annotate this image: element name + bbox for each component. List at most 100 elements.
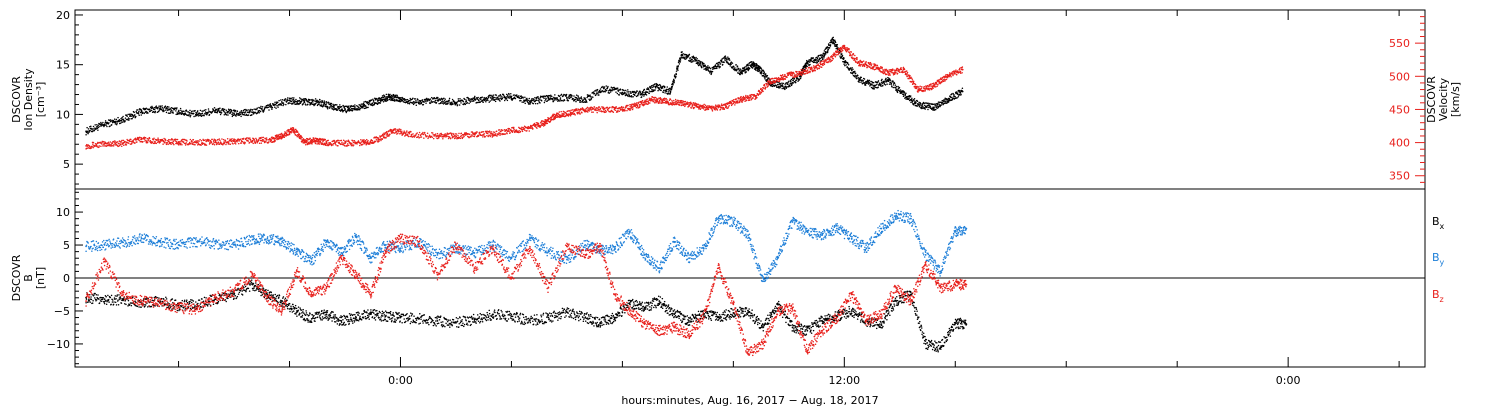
top-series-1-dot	[180, 142, 182, 144]
top-series-0-dot	[855, 77, 858, 80]
top-series-0-dot	[512, 94, 515, 96]
top-series-0-dot	[538, 98, 541, 100]
top-series-1-dot	[313, 137, 315, 140]
top-series-0-dot	[809, 63, 811, 66]
top-series-0-dot	[219, 107, 221, 109]
top-series-1-dot	[343, 145, 346, 147]
top-series-0-dot	[787, 83, 789, 85]
top-series-0-dot	[319, 99, 321, 101]
top-series-0-dot	[448, 97, 451, 100]
top-series-1-dot	[224, 140, 227, 142]
top-series-1-dot	[169, 139, 171, 141]
top-series-0-dot	[123, 119, 125, 121]
top-series-0-dot	[738, 68, 740, 70]
top-series-0-dot	[847, 63, 850, 66]
top-series-0-dot	[739, 68, 742, 70]
top-series-0-dot	[841, 53, 843, 55]
top-series-0-dot	[222, 107, 224, 110]
top-series-0-dot	[790, 78, 793, 81]
top-series-0-dot	[736, 68, 738, 70]
top-series-0-dot	[766, 74, 769, 77]
top-series-0-dot	[394, 98, 396, 101]
top-left-tick-label: 5	[63, 158, 70, 171]
top-series-0-dot	[692, 60, 695, 62]
top-series-0-dot	[775, 85, 778, 87]
top-series-0-dot	[366, 102, 369, 105]
top-series-1-dot	[173, 143, 175, 146]
top-series-1-dot	[441, 133, 443, 136]
top-series-0-dot	[565, 93, 568, 96]
top-series-0-dot	[723, 61, 725, 64]
top-series-0-dot	[533, 98, 535, 101]
top-series-0-dot	[280, 104, 283, 106]
top-series-0-dot	[473, 96, 476, 99]
top-series-1-dot	[363, 139, 365, 141]
top-series-0-dot	[124, 120, 126, 122]
top-series-0-dot	[312, 99, 315, 101]
top-series-0-dot	[225, 114, 228, 116]
top-series-0-dot	[358, 106, 360, 109]
top-series-0-dot	[816, 60, 818, 62]
top-series-0-dot	[96, 127, 99, 129]
top-series-1-dot	[540, 124, 542, 127]
top-series-0-dot	[379, 101, 382, 103]
top-series-0-dot	[618, 94, 621, 96]
top-series-0-dot	[220, 112, 223, 114]
top-series-0-dot	[928, 102, 931, 105]
top-series-0-dot	[396, 95, 399, 97]
top-series-0-dot	[247, 114, 250, 116]
top-series-0-dot	[120, 117, 122, 120]
top-series-0-dot	[539, 96, 542, 99]
top-series-0-dot	[151, 105, 153, 108]
top-series-0-dot	[452, 103, 454, 105]
top-series-1-dot	[427, 137, 429, 140]
top-series-0-dot	[314, 98, 317, 100]
top-series-0-dot	[429, 98, 432, 100]
top-series-1-dot	[195, 140, 197, 142]
top-series-0-dot	[227, 110, 230, 113]
top-series-0-dot	[661, 86, 664, 88]
top-series-1-dot	[615, 106, 618, 108]
top-series-0-dot	[739, 73, 741, 76]
top-series-0-dot	[144, 111, 147, 114]
top-series-0-dot	[137, 109, 139, 111]
top-series-0-dot	[367, 103, 370, 106]
top-series-0-dot	[894, 84, 897, 86]
top-series-0-dot	[724, 55, 727, 57]
top-series-1-dot	[472, 135, 474, 137]
top-series-0-dot	[145, 107, 148, 109]
top-series-0-point	[140, 110, 143, 113]
top-series-1-dot	[524, 129, 526, 131]
top-series-0-dot	[574, 98, 577, 101]
top-series-0-dot	[816, 57, 819, 60]
top-series-0-dot	[851, 69, 853, 72]
top-series-0-dot	[316, 101, 318, 104]
top-series-1-dot	[450, 132, 453, 135]
top-series-0-dot	[149, 109, 151, 111]
top-series-1-dot	[212, 143, 214, 145]
top-series-1-dot	[199, 138, 201, 141]
top-series-0-dot	[505, 97, 508, 100]
top-series-1-dot	[360, 139, 362, 141]
top-series-0-dot	[451, 102, 454, 104]
top-series-0-dot	[372, 98, 374, 100]
top-series-1-dot	[213, 144, 216, 146]
top-left-tick-label: 20	[56, 9, 70, 22]
top-series-1-dot	[343, 142, 345, 144]
top-series-0-dot	[750, 61, 753, 63]
top-series-0-dot	[208, 113, 211, 116]
top-series-1-dot	[123, 144, 125, 146]
top-series-0-dot	[536, 102, 539, 105]
top-series-0-dot	[425, 97, 428, 100]
top-series-0-dot	[550, 94, 552, 97]
top-series-0-dot	[565, 94, 567, 97]
top-series-0-dot	[708, 70, 710, 72]
top-series-0-dot	[243, 113, 245, 116]
top-series-0-dot	[679, 61, 682, 63]
top-series-1-dot	[335, 144, 337, 146]
top-series-1-dot	[598, 110, 600, 112]
top-series-1-dot	[154, 142, 156, 144]
top-series-0-dot	[760, 68, 763, 70]
top-series-1-dot	[222, 138, 225, 141]
top-series-0-dot	[466, 101, 469, 104]
